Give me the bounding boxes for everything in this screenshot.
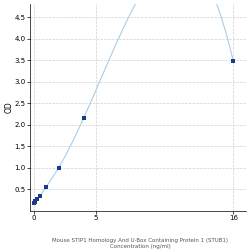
Text: Mouse STIP1 Homology And U-Box Containing Protein 1 (STUB1)
Concentration (ng/ml: Mouse STIP1 Homology And U-Box Containin…	[52, 238, 228, 249]
Y-axis label: OD: OD	[4, 102, 13, 113]
Point	[32, 200, 36, 204]
Point	[35, 197, 39, 201]
Point	[32, 201, 36, 205]
Point	[38, 194, 42, 198]
Point	[231, 60, 235, 64]
Point	[33, 199, 37, 203]
Point	[44, 185, 48, 189]
Point	[82, 116, 86, 120]
Point	[57, 166, 61, 170]
